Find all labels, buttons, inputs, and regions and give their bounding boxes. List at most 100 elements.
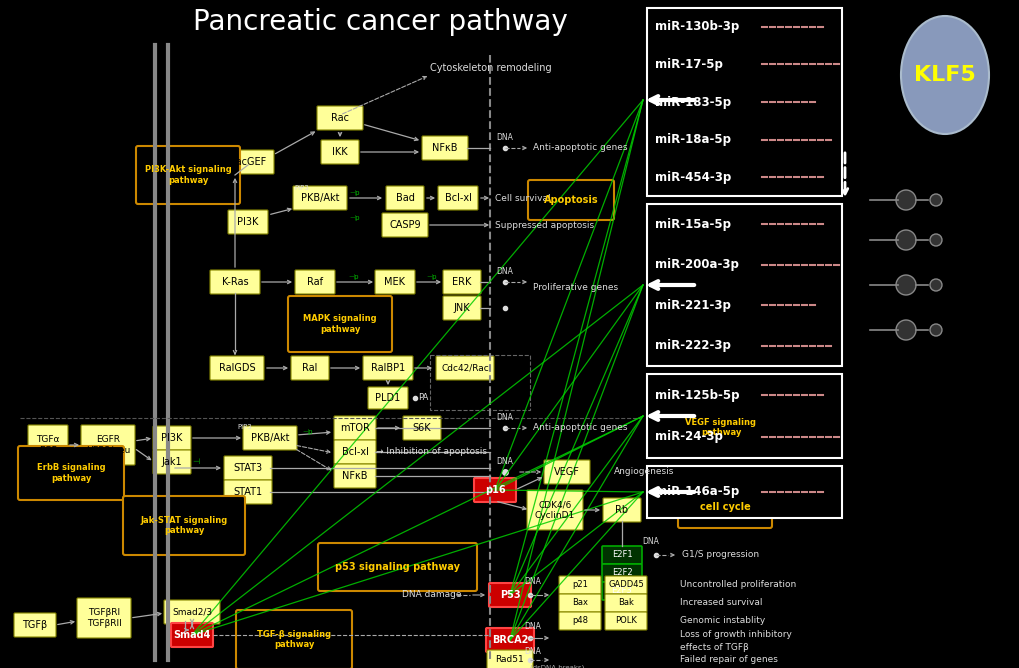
Text: miR-18a-5p: miR-18a-5p bbox=[654, 133, 731, 146]
FancyBboxPatch shape bbox=[558, 594, 600, 612]
FancyBboxPatch shape bbox=[385, 186, 424, 210]
Text: Cell survival: Cell survival bbox=[494, 194, 550, 202]
Text: Bad: Bad bbox=[395, 193, 414, 203]
FancyBboxPatch shape bbox=[602, 498, 640, 522]
FancyBboxPatch shape bbox=[422, 136, 468, 160]
FancyBboxPatch shape bbox=[437, 186, 478, 210]
FancyBboxPatch shape bbox=[290, 356, 329, 380]
Text: RalBP1: RalBP1 bbox=[371, 363, 405, 373]
Text: miR-221-3p: miR-221-3p bbox=[654, 299, 731, 312]
Text: DNA: DNA bbox=[495, 267, 513, 277]
Text: DNA: DNA bbox=[524, 578, 540, 587]
Text: PI3K: PI3K bbox=[161, 433, 182, 443]
Text: STAT3: STAT3 bbox=[233, 463, 262, 473]
FancyBboxPatch shape bbox=[604, 594, 646, 612]
FancyBboxPatch shape bbox=[604, 576, 646, 594]
Circle shape bbox=[895, 320, 915, 340]
Circle shape bbox=[895, 275, 915, 295]
Text: mTOR: mTOR bbox=[339, 423, 370, 433]
FancyBboxPatch shape bbox=[123, 496, 245, 555]
FancyBboxPatch shape bbox=[224, 456, 272, 480]
Circle shape bbox=[929, 279, 942, 291]
Text: EGFR
HER2/neu: EGFR HER2/neu bbox=[86, 436, 130, 455]
Text: PI3K: PI3K bbox=[237, 217, 259, 227]
Text: CDK4/6
CyclinD1: CDK4/6 CyclinD1 bbox=[534, 500, 575, 520]
Text: Smad4: Smad4 bbox=[173, 630, 211, 640]
Text: PA: PA bbox=[418, 393, 428, 403]
Text: Failed repair of genes: Failed repair of genes bbox=[680, 655, 777, 665]
Text: p48: p48 bbox=[572, 617, 587, 625]
Text: KLF5: KLF5 bbox=[913, 65, 975, 85]
Text: DNA: DNA bbox=[524, 623, 540, 631]
FancyBboxPatch shape bbox=[333, 416, 376, 440]
Text: miR-454-3p: miR-454-3p bbox=[654, 171, 731, 184]
Text: Uncontrolled proliferation: Uncontrolled proliferation bbox=[680, 580, 796, 589]
Text: MEK: MEK bbox=[384, 277, 406, 287]
Text: CASP9: CASP9 bbox=[389, 220, 421, 230]
FancyBboxPatch shape bbox=[224, 480, 272, 504]
Text: MAPK signaling
pathway: MAPK signaling pathway bbox=[303, 315, 376, 334]
Text: ⊣p: ⊣p bbox=[348, 190, 359, 196]
Text: Cytoskeleton remodeling: Cytoskeleton remodeling bbox=[430, 63, 551, 73]
Text: IKK: IKK bbox=[332, 147, 347, 157]
FancyBboxPatch shape bbox=[292, 186, 346, 210]
FancyBboxPatch shape bbox=[601, 546, 641, 564]
FancyBboxPatch shape bbox=[604, 612, 646, 630]
Text: TGFβ: TGFβ bbox=[22, 620, 48, 630]
FancyBboxPatch shape bbox=[153, 426, 191, 450]
Text: Bak: Bak bbox=[618, 599, 634, 607]
Text: Apoptosis: Apoptosis bbox=[543, 195, 598, 205]
FancyBboxPatch shape bbox=[403, 416, 440, 440]
Bar bbox=[646, 466, 841, 518]
Circle shape bbox=[895, 190, 915, 210]
Text: RacGEF: RacGEF bbox=[229, 157, 266, 167]
Text: PKB/Akt: PKB/Akt bbox=[301, 193, 339, 203]
Text: ⊣p: ⊣p bbox=[426, 274, 436, 280]
Text: PIP3: PIP3 bbox=[293, 185, 309, 191]
Text: STAT1: STAT1 bbox=[233, 487, 262, 497]
Text: POLK: POLK bbox=[614, 617, 636, 625]
FancyBboxPatch shape bbox=[363, 356, 413, 380]
Text: miR-17-5p: miR-17-5p bbox=[654, 58, 722, 71]
Text: Suppressed apoptosis: Suppressed apoptosis bbox=[494, 220, 593, 230]
Text: Anti-apoptotic genes: Anti-apoptotic genes bbox=[533, 424, 627, 432]
Text: Increased survival: Increased survival bbox=[680, 599, 762, 607]
FancyBboxPatch shape bbox=[18, 446, 124, 500]
Text: P53: P53 bbox=[499, 590, 520, 600]
FancyBboxPatch shape bbox=[558, 576, 600, 594]
Text: Cdc42/Rac: Cdc42/Rac bbox=[440, 363, 488, 373]
Text: Proliferative genes: Proliferative genes bbox=[533, 283, 618, 291]
Text: DNA damage: DNA damage bbox=[401, 591, 461, 599]
Text: Angiogenesis: Angiogenesis bbox=[613, 468, 674, 476]
Text: miR-183-5p: miR-183-5p bbox=[654, 96, 731, 108]
FancyBboxPatch shape bbox=[543, 460, 589, 484]
Text: Bcl-xl: Bcl-xl bbox=[341, 447, 368, 457]
Text: GADD45: GADD45 bbox=[607, 580, 643, 589]
Text: Genomic instablity: Genomic instablity bbox=[680, 617, 764, 625]
Text: ⊣p: ⊣p bbox=[302, 429, 312, 435]
FancyBboxPatch shape bbox=[153, 450, 191, 474]
Text: Jak1: Jak1 bbox=[162, 457, 182, 467]
FancyBboxPatch shape bbox=[375, 270, 415, 294]
Text: → Inhibition of apoptosis: → Inhibition of apoptosis bbox=[376, 448, 486, 456]
FancyBboxPatch shape bbox=[228, 210, 268, 234]
Text: BRCA2: BRCA2 bbox=[491, 635, 528, 645]
FancyBboxPatch shape bbox=[558, 612, 600, 630]
Text: Bax: Bax bbox=[572, 599, 587, 607]
Text: Rac: Rac bbox=[331, 113, 348, 123]
Text: Jak-STAT signaling
pathway: Jak-STAT signaling pathway bbox=[141, 516, 227, 535]
Text: Raf: Raf bbox=[307, 277, 323, 287]
Text: PIP3: PIP3 bbox=[236, 424, 252, 430]
FancyBboxPatch shape bbox=[333, 440, 376, 464]
FancyBboxPatch shape bbox=[294, 270, 334, 294]
Text: K-Ras: K-Ras bbox=[221, 277, 248, 287]
FancyBboxPatch shape bbox=[243, 426, 297, 450]
Text: (dsDNA breaks): (dsDNA breaks) bbox=[530, 665, 584, 668]
Text: E2F2: E2F2 bbox=[611, 568, 632, 578]
Text: ⊣p: ⊣p bbox=[347, 274, 358, 280]
FancyBboxPatch shape bbox=[435, 356, 493, 380]
Text: DNA: DNA bbox=[495, 413, 513, 422]
FancyBboxPatch shape bbox=[662, 398, 779, 457]
FancyBboxPatch shape bbox=[235, 610, 352, 668]
Bar bbox=[646, 8, 841, 196]
